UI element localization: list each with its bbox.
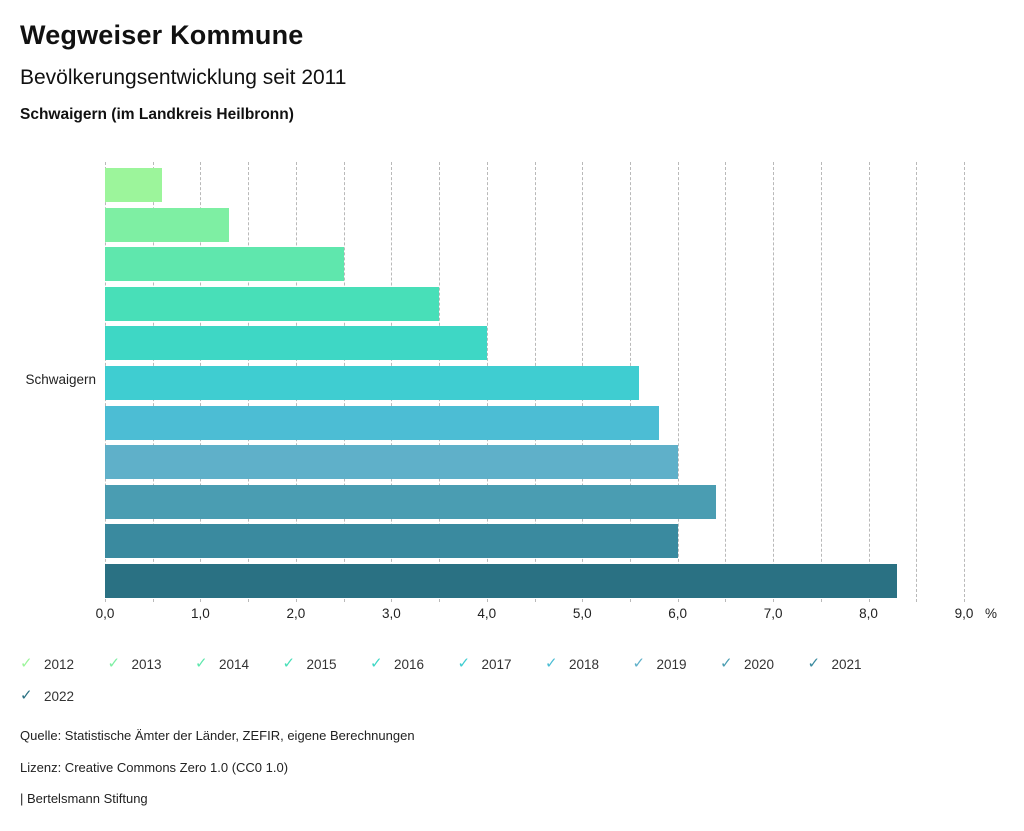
bar-2013[interactable] [105,207,230,242]
legend-item-2019[interactable]: ✓ 2019 [633,656,721,672]
bar-2014[interactable] [105,247,344,282]
check-icon: ✓ [282,655,296,672]
check-icon: ✓ [807,655,821,672]
attribution-text: | Bertelsmann Stiftung [20,791,148,806]
bar-2021[interactable] [105,524,678,559]
legend-year-label: 2017 [481,656,512,672]
legend-year-label: 2022 [44,688,75,704]
check-icon: ✓ [545,655,558,672]
x-tick-label: 0,0 [95,606,115,621]
bar-2020[interactable] [105,484,716,519]
legend-year-label: 2012 [44,656,75,672]
gridline [725,162,727,602]
bar-2015[interactable] [105,286,440,321]
page-title: Wegweiser Kommune [20,20,304,50]
source-text: Quelle: Statistische Ämter der Länder, Z… [20,728,415,743]
bar-chart-plot-area [105,162,965,602]
legend-item-2015[interactable]: ✓ 2015 [283,656,371,672]
x-tick-label: 6,0 [668,606,688,621]
legend-item-2022[interactable]: ✓ 2022 [20,688,108,704]
check-icon: ✓ [457,655,471,672]
gridline [773,162,775,602]
x-tick-label: 2,0 [286,606,306,621]
legend-year-label: 2018 [569,656,600,672]
legend-year-label: 2015 [306,656,337,672]
legend: ✓ 2012 ✓ 2013 ✓ 2014 ✓ 2015 ✓ 2016 ✓ 2017 ✓ 2018 ✓ 2019… [20,656,920,720]
bar-2017[interactable] [105,366,640,400]
check-icon: ✓ [195,655,208,672]
chart-subtitle: Bevölkerungsentwicklung seit 2011 [20,66,347,89]
legend-item-2021[interactable]: ✓ 2021 [808,656,896,672]
gridline [964,162,965,602]
check-icon: ✓ [632,655,646,672]
legend-item-2018[interactable]: ✓ 2018 [545,656,633,672]
x-tick-label: 9,0 [954,606,974,621]
bar-2018[interactable] [105,405,659,440]
license-text: Lizenz: Creative Commons Zero 1.0 (CC0 1… [20,760,289,775]
region-label: Schwaigern (im Landkreis Heilbronn) [20,106,294,123]
y-axis-category-label: Schwaigern [25,372,96,387]
bar-2016[interactable] [105,326,487,361]
check-icon: ✓ [720,655,733,672]
legend-year-label: 2021 [831,656,862,672]
x-tick-label: 7,0 [763,606,783,621]
check-icon: ✓ [20,655,33,672]
legend-year-label: 2014 [219,656,250,672]
legend-item-2016[interactable]: ✓ 2016 [370,656,458,672]
gridline [916,162,918,602]
bar-2022[interactable] [105,564,898,598]
gridline [677,162,679,602]
x-tick-label: 8,0 [859,606,878,621]
legend-item-2014[interactable]: ✓ 2014 [195,656,283,672]
x-axis-unit-label: % [984,606,998,621]
bar-2012[interactable] [105,168,163,202]
check-icon: ✓ [370,655,383,672]
legend-year-label: 2020 [744,656,775,672]
legend-item-2020[interactable]: ✓ 2020 [720,656,808,672]
x-tick-label: 3,0 [381,606,401,621]
legend-item-2012[interactable]: ✓ 2012 [20,656,108,672]
x-tick-label: 1,0 [191,606,210,621]
x-tick-label: 4,0 [477,606,497,621]
gridline [820,162,822,602]
legend-year-label: 2016 [394,656,425,672]
check-icon: ✓ [107,655,121,672]
legend-item-2013[interactable]: ✓ 2013 [108,656,196,672]
check-icon: ✓ [20,687,33,704]
bar-2019[interactable] [105,445,678,480]
gridline [868,162,870,602]
legend-year-label: 2019 [656,656,687,672]
legend-item-2017[interactable]: ✓ 2017 [458,656,546,672]
x-tick-label: 5,0 [572,606,592,621]
legend-year-label: 2013 [131,656,162,672]
